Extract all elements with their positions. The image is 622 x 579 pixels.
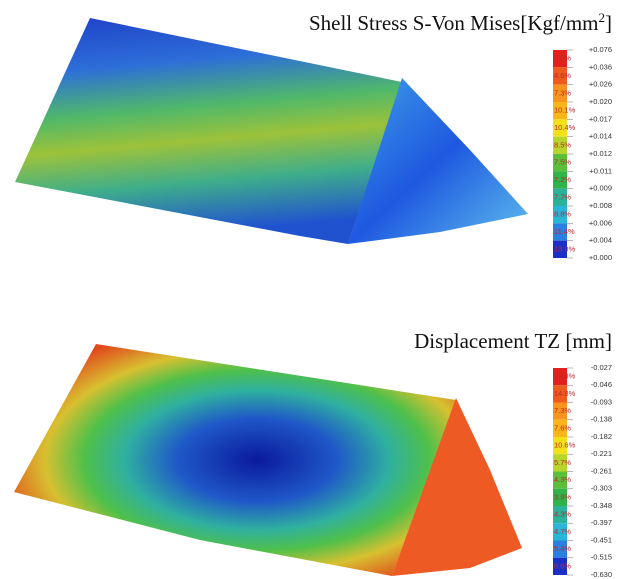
legend-tick-label: -0.093: [591, 397, 612, 406]
stress-model: [15, 18, 528, 244]
legend-tick-label: +0.017: [589, 114, 612, 123]
legend-percentage: 14.8%: [554, 389, 576, 398]
legend-percentage: 4.6%: [554, 71, 571, 80]
legend-percentage: 10.6%: [554, 441, 576, 450]
legend-percentage: 5.7%: [554, 458, 571, 467]
legend-tick-label: +0.009: [589, 184, 612, 193]
legend-tick-label: -0.303: [591, 484, 612, 493]
legend-tick-label: +0.076: [589, 45, 612, 54]
legend-tick-label: +0.004: [589, 236, 612, 245]
legend-tick-label: -0.348: [591, 501, 612, 510]
legend-percentage: 7.2%: [554, 175, 571, 184]
legend-tick-label: +0.026: [589, 80, 612, 89]
panel-title: Displacement TZ [mm]: [414, 329, 612, 353]
legend-percentage: 4.3%: [554, 510, 571, 519]
legend-percentage: 7.5%: [554, 158, 571, 167]
legend-percentage: 13.9%: [554, 244, 576, 253]
legend-tick-label: +0.012: [589, 149, 612, 158]
legend-percentage: 22.8%: [554, 372, 576, 381]
legend-tick-label: -0.261: [591, 466, 612, 475]
legend-tick-label: -0.515: [591, 553, 612, 562]
legend-tick-label: -0.027: [591, 363, 612, 372]
legend-percentage: 11.4%: [554, 227, 575, 236]
legend-percentage: 3.9%: [554, 492, 571, 501]
legend-percentage: 8.5%: [554, 140, 571, 149]
displacement-model: [14, 344, 522, 576]
legend-tick-label: +0.014: [589, 132, 612, 141]
legend-percentage: 10.4%: [554, 123, 576, 132]
legend-tick-label: -0.630: [591, 570, 612, 579]
figure: Shell Stress S-Von Mises[Kgf/mm2] Displa…: [0, 0, 622, 579]
legend-tick-label: +0.006: [589, 218, 612, 227]
legend-percentage: 10.1%: [554, 106, 576, 115]
legend-percentage: 2.5%: [554, 54, 571, 63]
tent-side: [14, 344, 456, 576]
legend-tick-label: -0.046: [591, 380, 612, 389]
panel-title: Shell Stress S-Von Mises[Kgf/mm2]: [309, 10, 612, 35]
legend-percentage: 8.6%: [554, 561, 571, 570]
legend-tick-label: -0.451: [591, 535, 612, 544]
legend-tick-label: +0.011: [589, 166, 612, 175]
legend-percentage: 4.7%: [554, 527, 571, 536]
legend-percentage: 8.8%: [554, 210, 571, 219]
legend-percentage: 7.7%: [554, 192, 571, 201]
legend-tick-label: -0.221: [591, 449, 612, 458]
legend-tick-label: -0.397: [591, 518, 612, 527]
legend-percentage: 7.3%: [554, 406, 571, 415]
legend-tick-label: -0.138: [591, 415, 612, 424]
legend-tick-label: +0.020: [589, 97, 612, 106]
legend-percentage: 7.6%: [554, 423, 571, 432]
legend-tick-label: +0.036: [589, 62, 612, 71]
legend-tick-label: -0.182: [591, 432, 612, 441]
legend-percentage: 4.3%: [554, 475, 571, 484]
legend-tick-label: +0.008: [589, 201, 612, 210]
title-text: Shell Stress S-Von Mises[Kgf/mm: [309, 11, 599, 35]
legend-percentage: 7.3%: [554, 88, 571, 97]
legend-tick-label: +0.000: [589, 253, 612, 262]
tent-side: [15, 18, 402, 244]
legend-percentage: 5.4%: [554, 544, 571, 553]
title-suffix: ]: [605, 11, 612, 35]
